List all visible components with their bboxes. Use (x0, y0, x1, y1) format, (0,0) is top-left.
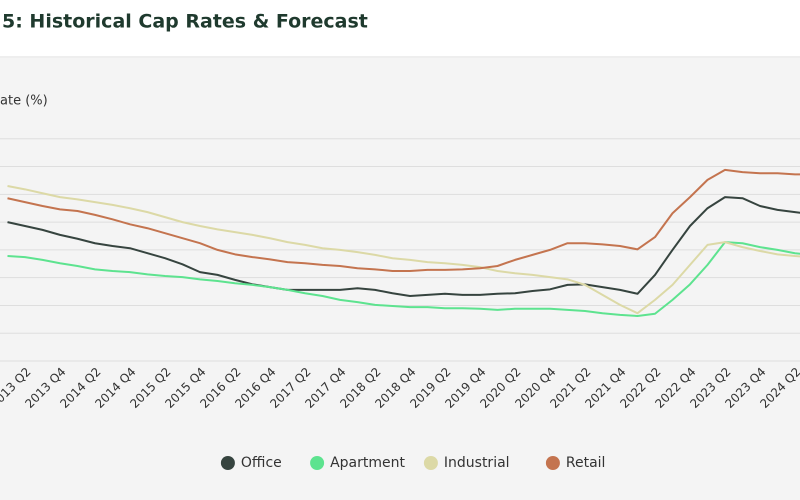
chart-title: 5: Historical Cap Rates & Forecast (2, 11, 368, 33)
y-axis-label: ate (%) (0, 94, 48, 109)
legend-marker (310, 456, 325, 470)
legend: Office Apartment Industrial Retail (220, 455, 606, 471)
plot-background (0, 58, 800, 500)
series-line (7, 168, 800, 272)
series-line (7, 185, 800, 315)
legend-label: Apartment (330, 455, 405, 471)
legend-label: Industrial (444, 455, 510, 471)
series-line (7, 241, 800, 317)
legend-marker (220, 456, 235, 470)
legend-marker (423, 456, 438, 470)
legend-marker (545, 456, 560, 470)
legend-label: Retail (566, 455, 606, 471)
legend-label: Office (241, 455, 282, 471)
lines (7, 168, 800, 317)
series-line (7, 196, 800, 297)
